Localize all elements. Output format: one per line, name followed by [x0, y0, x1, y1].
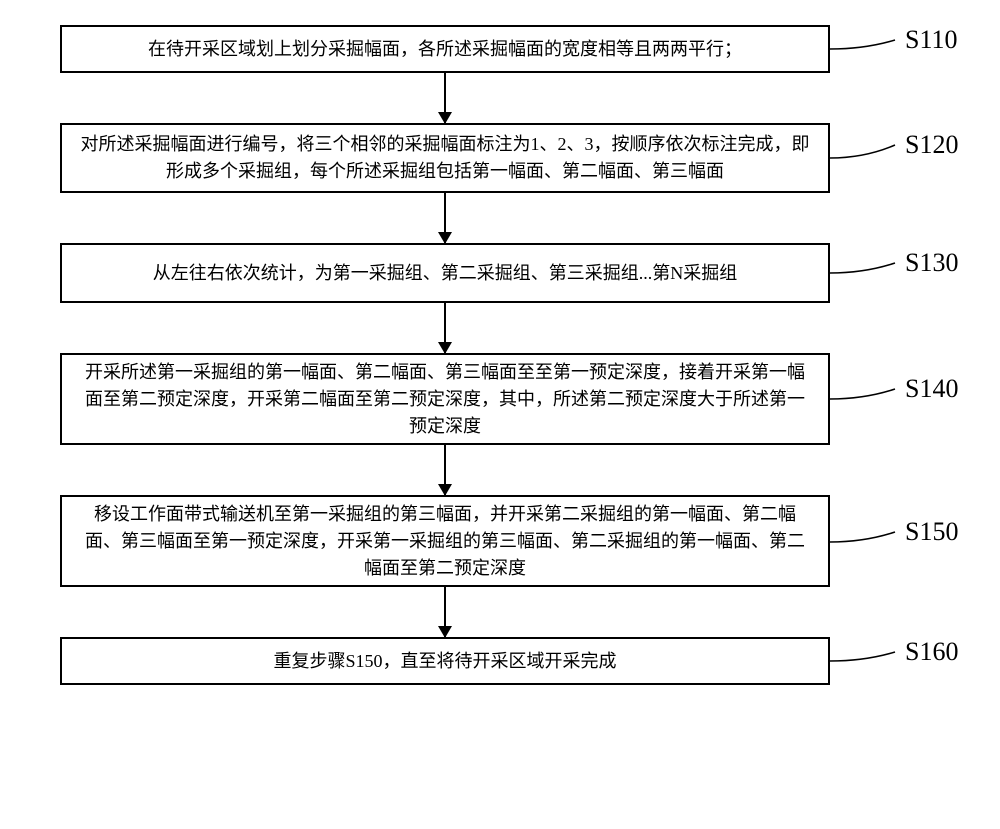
step-label-s160: S160: [905, 637, 958, 667]
step-text-s140: 开采所述第一采掘组的第一幅面、第二幅面、第三幅面至至第一预定深度，接着开采第一幅…: [78, 359, 812, 440]
connector-s110-s120: [444, 73, 446, 123]
step-text-s120: 对所述采掘幅面进行编号，将三个相邻的采掘幅面标注为1、2、3，按顺序依次标注完成…: [78, 131, 812, 185]
step-box-s130: 从左往右依次统计，为第一采掘组、第二采掘组、第三采掘组...第N采掘组: [60, 243, 830, 303]
label-connector-s140: [830, 384, 900, 414]
connector-s120-s130: [444, 193, 446, 243]
step-text-s160: 重复步骤S150，直至将待开采区域开采完成: [273, 648, 616, 675]
step-label-s130: S130: [905, 248, 958, 278]
label-connector-s120: [830, 140, 900, 170]
label-connector-s160: [830, 647, 900, 677]
step-box-s120: 对所述采掘幅面进行编号，将三个相邻的采掘幅面标注为1、2、3，按顺序依次标注完成…: [60, 123, 830, 193]
label-connector-s150: [830, 527, 900, 557]
step-label-s150: S150: [905, 517, 958, 547]
step-text-s150: 移设工作面带式输送机至第一采掘组的第三幅面，并开采第二采掘组的第一幅面、第二幅面…: [78, 501, 812, 582]
step-box-s140: 开采所述第一采掘组的第一幅面、第二幅面、第三幅面至至第一预定深度，接着开采第一幅…: [60, 353, 830, 445]
flowchart-container: 在待开采区域划上划分采掘幅面，各所述采掘幅面的宽度相等且两两平行； 对所述采掘幅…: [60, 25, 830, 685]
connector-s140-s150: [444, 445, 446, 495]
step-label-s120: S120: [905, 130, 958, 160]
step-text-s110: 在待开采区域划上划分采掘幅面，各所述采掘幅面的宽度相等且两两平行；: [148, 36, 742, 63]
step-label-s140: S140: [905, 374, 958, 404]
connector-s150-s160: [444, 587, 446, 637]
step-label-s110: S110: [905, 25, 958, 55]
step-text-s130: 从左往右依次统计，为第一采掘组、第二采掘组、第三采掘组...第N采掘组: [153, 260, 738, 287]
step-box-s160: 重复步骤S150，直至将待开采区域开采完成: [60, 637, 830, 685]
step-box-s110: 在待开采区域划上划分采掘幅面，各所述采掘幅面的宽度相等且两两平行；: [60, 25, 830, 73]
step-box-s150: 移设工作面带式输送机至第一采掘组的第三幅面，并开采第二采掘组的第一幅面、第二幅面…: [60, 495, 830, 587]
label-connector-s110: [830, 35, 900, 65]
connector-s130-s140: [444, 303, 446, 353]
label-connector-s130: [830, 258, 900, 288]
